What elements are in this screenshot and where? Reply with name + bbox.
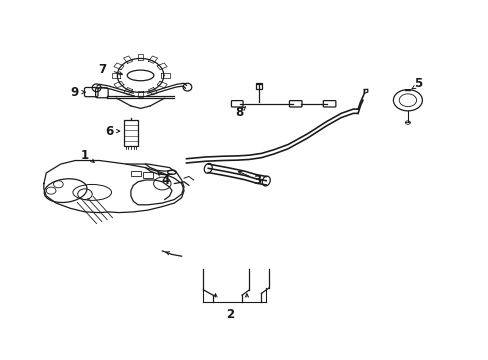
Text: 4: 4 bbox=[161, 174, 169, 186]
Text: 9: 9 bbox=[70, 86, 78, 99]
Text: 2: 2 bbox=[225, 308, 234, 321]
Text: 3: 3 bbox=[253, 174, 261, 187]
Text: 6: 6 bbox=[105, 125, 113, 138]
Text: 8: 8 bbox=[235, 106, 244, 119]
Text: 5: 5 bbox=[413, 77, 422, 90]
Text: 7: 7 bbox=[98, 63, 106, 76]
Text: 1: 1 bbox=[81, 149, 89, 162]
